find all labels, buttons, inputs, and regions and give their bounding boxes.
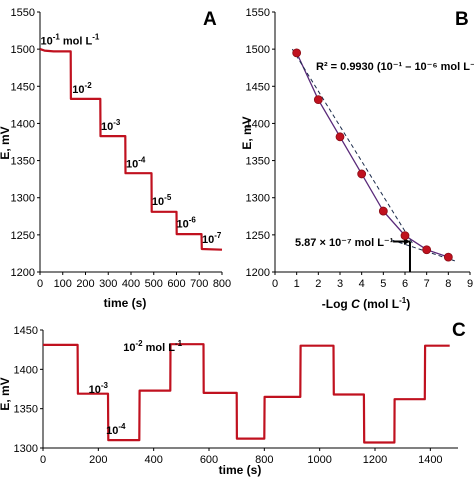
panel-b-y-axis-label: E, mV xyxy=(240,116,254,149)
panel-b-x-axis-label: -Log C (mol L-1) xyxy=(322,296,410,311)
panel-b-data-point xyxy=(313,95,323,105)
panel-b-y-tick-label: 1350 xyxy=(246,156,270,168)
panel-b-x-tick-label: 0 xyxy=(272,278,278,290)
panel-b-data-point xyxy=(378,206,388,216)
panel-c-y-axis-label: E, mV xyxy=(0,377,12,410)
panel-c-potential-trace xyxy=(43,343,450,444)
panel-b-y-tick-label: 1550 xyxy=(246,7,270,19)
panel-b-data-point xyxy=(422,245,432,255)
panel-b-y-tick-label: 1200 xyxy=(246,267,270,279)
panel-b-data-point xyxy=(443,252,453,262)
panel-b-y-tick-label: 1450 xyxy=(246,81,270,93)
panel-c-x-tick-label: 0 xyxy=(40,454,46,466)
panel-b-x-tick-label: 4 xyxy=(359,278,365,290)
panel-a-y-tick-label: 1400 xyxy=(11,118,35,130)
panel-b-x-tick-label: 9 xyxy=(467,278,473,290)
panel-a-concentration-label: 10-6 xyxy=(177,215,197,230)
panel-a-concentration-label: 10-2 xyxy=(72,81,92,96)
panel-a-x-tick-label: 600 xyxy=(167,278,185,290)
panel-c-concentration-label: 10-2 mol L-1 xyxy=(123,339,182,354)
panel-b-x-tick-label: 1 xyxy=(294,278,300,290)
panel-c-x-axis-label: time (s) xyxy=(219,463,262,477)
panel-b-x-tick-label: 3 xyxy=(337,278,343,290)
panel-a-y-axis-label: E, mV xyxy=(0,126,12,159)
panel-a-concentration-label: 10-1 mol L-1 xyxy=(40,33,99,48)
panel-a-x-tick-label: 300 xyxy=(99,278,117,290)
panel-b-x-tick-label: 7 xyxy=(424,278,430,290)
panel-label-c: C xyxy=(452,320,466,341)
panel-a-concentration-label: 10-4 xyxy=(126,155,146,170)
panel-c-x-tick-label: 600 xyxy=(200,454,218,466)
panel-c-y-tick-label: 1300 xyxy=(14,443,38,455)
panel-b-fit-line xyxy=(291,48,415,246)
panel-c-concentration-label: 10-4 xyxy=(106,422,126,437)
panel-b-fit-equation: R² = 0.9930 (10⁻¹ – 10⁻⁶ mol L⁻¹) xyxy=(316,61,474,73)
panel-a-y-tick-label: 1550 xyxy=(11,7,35,19)
panel-c-y-tick-label: 1400 xyxy=(14,364,38,376)
panel-a-y-tick-label: 1250 xyxy=(11,230,35,242)
panel-c-x-tick-label: 1400 xyxy=(418,454,442,466)
panel-a-y-tick-label: 1350 xyxy=(11,156,35,168)
panel-b-y-tick-label: 1500 xyxy=(246,44,270,56)
panel-b-x-tick-label: 2 xyxy=(315,278,321,290)
panel-b-lod-label: 5.87 × 10⁻⁷ mol L⁻¹ xyxy=(295,237,394,249)
panel-a-y-tick-label: 1200 xyxy=(11,267,35,279)
panel-a-x-tick-label: 500 xyxy=(145,278,163,290)
panel-a-y-tick-label: 1300 xyxy=(11,193,35,205)
panel-a-x-tick-label: 800 xyxy=(213,278,231,290)
panel-b-x-tick-label: 8 xyxy=(445,278,451,290)
panel-b-y-tick-label: 1300 xyxy=(246,193,270,205)
panel-b-data-point xyxy=(400,231,410,241)
panel-label-a: A xyxy=(203,9,217,30)
panel-a-x-tick-label: 700 xyxy=(190,278,208,290)
panel-b-calibration-line xyxy=(296,52,449,258)
panel-c-x-tick-label: 200 xyxy=(89,454,107,466)
panel-c-x-tick-label: 800 xyxy=(255,454,273,466)
panel-c-y-tick-label: 1450 xyxy=(14,325,38,337)
panel-label-b: B xyxy=(455,9,469,30)
panel-a-potential-trace xyxy=(39,48,223,251)
panel-b-data-point xyxy=(357,169,367,179)
panel-c-y-tick-label: 1350 xyxy=(14,404,38,416)
panel-a-x-tick-label: 0 xyxy=(37,278,43,290)
panel-c-concentration-label: 10-3 xyxy=(89,381,109,396)
panel-b-x-tick-label: 5 xyxy=(380,278,386,290)
panel-b-data-point xyxy=(292,48,302,58)
panel-b-data-point xyxy=(335,132,345,142)
panel-b-x-tick-label: 6 xyxy=(402,278,408,290)
panel-a-x-tick-label: 100 xyxy=(54,278,72,290)
panel-a-concentration-label: 10-7 xyxy=(202,231,222,246)
panel-a-x-tick-label: 200 xyxy=(76,278,94,290)
panel-b-y-tick-label: 1400 xyxy=(246,118,270,130)
panel-b-y-tick-label: 1250 xyxy=(246,230,270,242)
panel-a-x-axis-label: time (s) xyxy=(104,296,147,310)
panel-a-y-tick-label: 1500 xyxy=(11,44,35,56)
panel-a-concentration-label: 10-3 xyxy=(101,118,121,133)
panel-c-x-tick-label: 1000 xyxy=(307,454,331,466)
panel-c-x-tick-label: 400 xyxy=(144,454,162,466)
panel-a-y-tick-label: 1450 xyxy=(11,81,35,93)
panel-a-x-tick-label: 400 xyxy=(122,278,140,290)
panel-c-x-tick-label: 1200 xyxy=(363,454,387,466)
panel-a-concentration-label: 10-5 xyxy=(152,193,172,208)
